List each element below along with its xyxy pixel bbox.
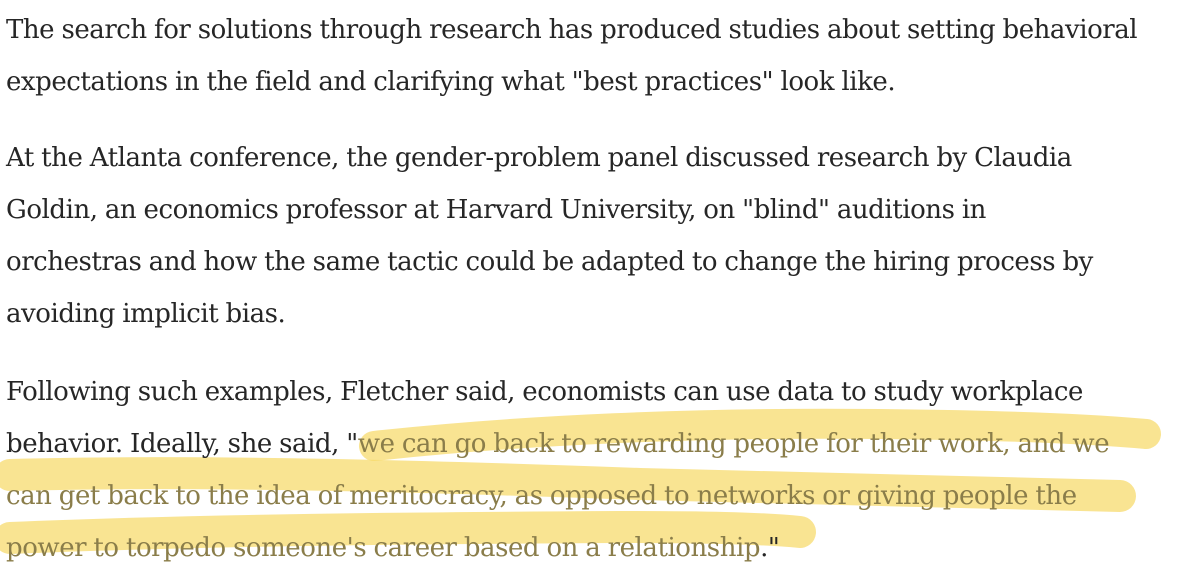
paragraph-fletcher-quote: Following such examples, Fletcher said, … <box>6 366 1110 574</box>
quote-lead-in: behavior. Ideally, she said, " <box>6 429 358 459</box>
text-line: expectations in the field and clarifying… <box>6 67 896 97</box>
highlighted-quote: we can go back to rewarding people for t… <box>357 429 1110 459</box>
quote-close: ." <box>760 533 780 563</box>
text-line: At the Atlanta conference, the gender-pr… <box>6 143 1072 173</box>
paragraph-research-solutions: The search for solutions through researc… <box>6 4 1138 108</box>
text-line: orchestras and how the same tactic could… <box>6 247 1093 277</box>
text-line: avoiding implicit bias. <box>6 299 286 329</box>
text-line: Following such examples, Fletcher said, … <box>6 377 1083 407</box>
text-line: The search for solutions through researc… <box>6 15 1138 45</box>
text-line: Goldin, an economics professor at Harvar… <box>6 195 986 225</box>
text-line: power to torpedo someone's career based … <box>6 522 1109 574</box>
paragraph-atlanta-conference: At the Atlanta conference, the gender-pr… <box>6 132 1093 340</box>
text-line: behavior. Ideally, she said, "we can go … <box>6 418 1110 470</box>
highlighted-quote: power to torpedo someone's career based … <box>6 533 761 563</box>
highlighted-quote: can get back to the idea of meritocracy,… <box>6 481 1077 511</box>
